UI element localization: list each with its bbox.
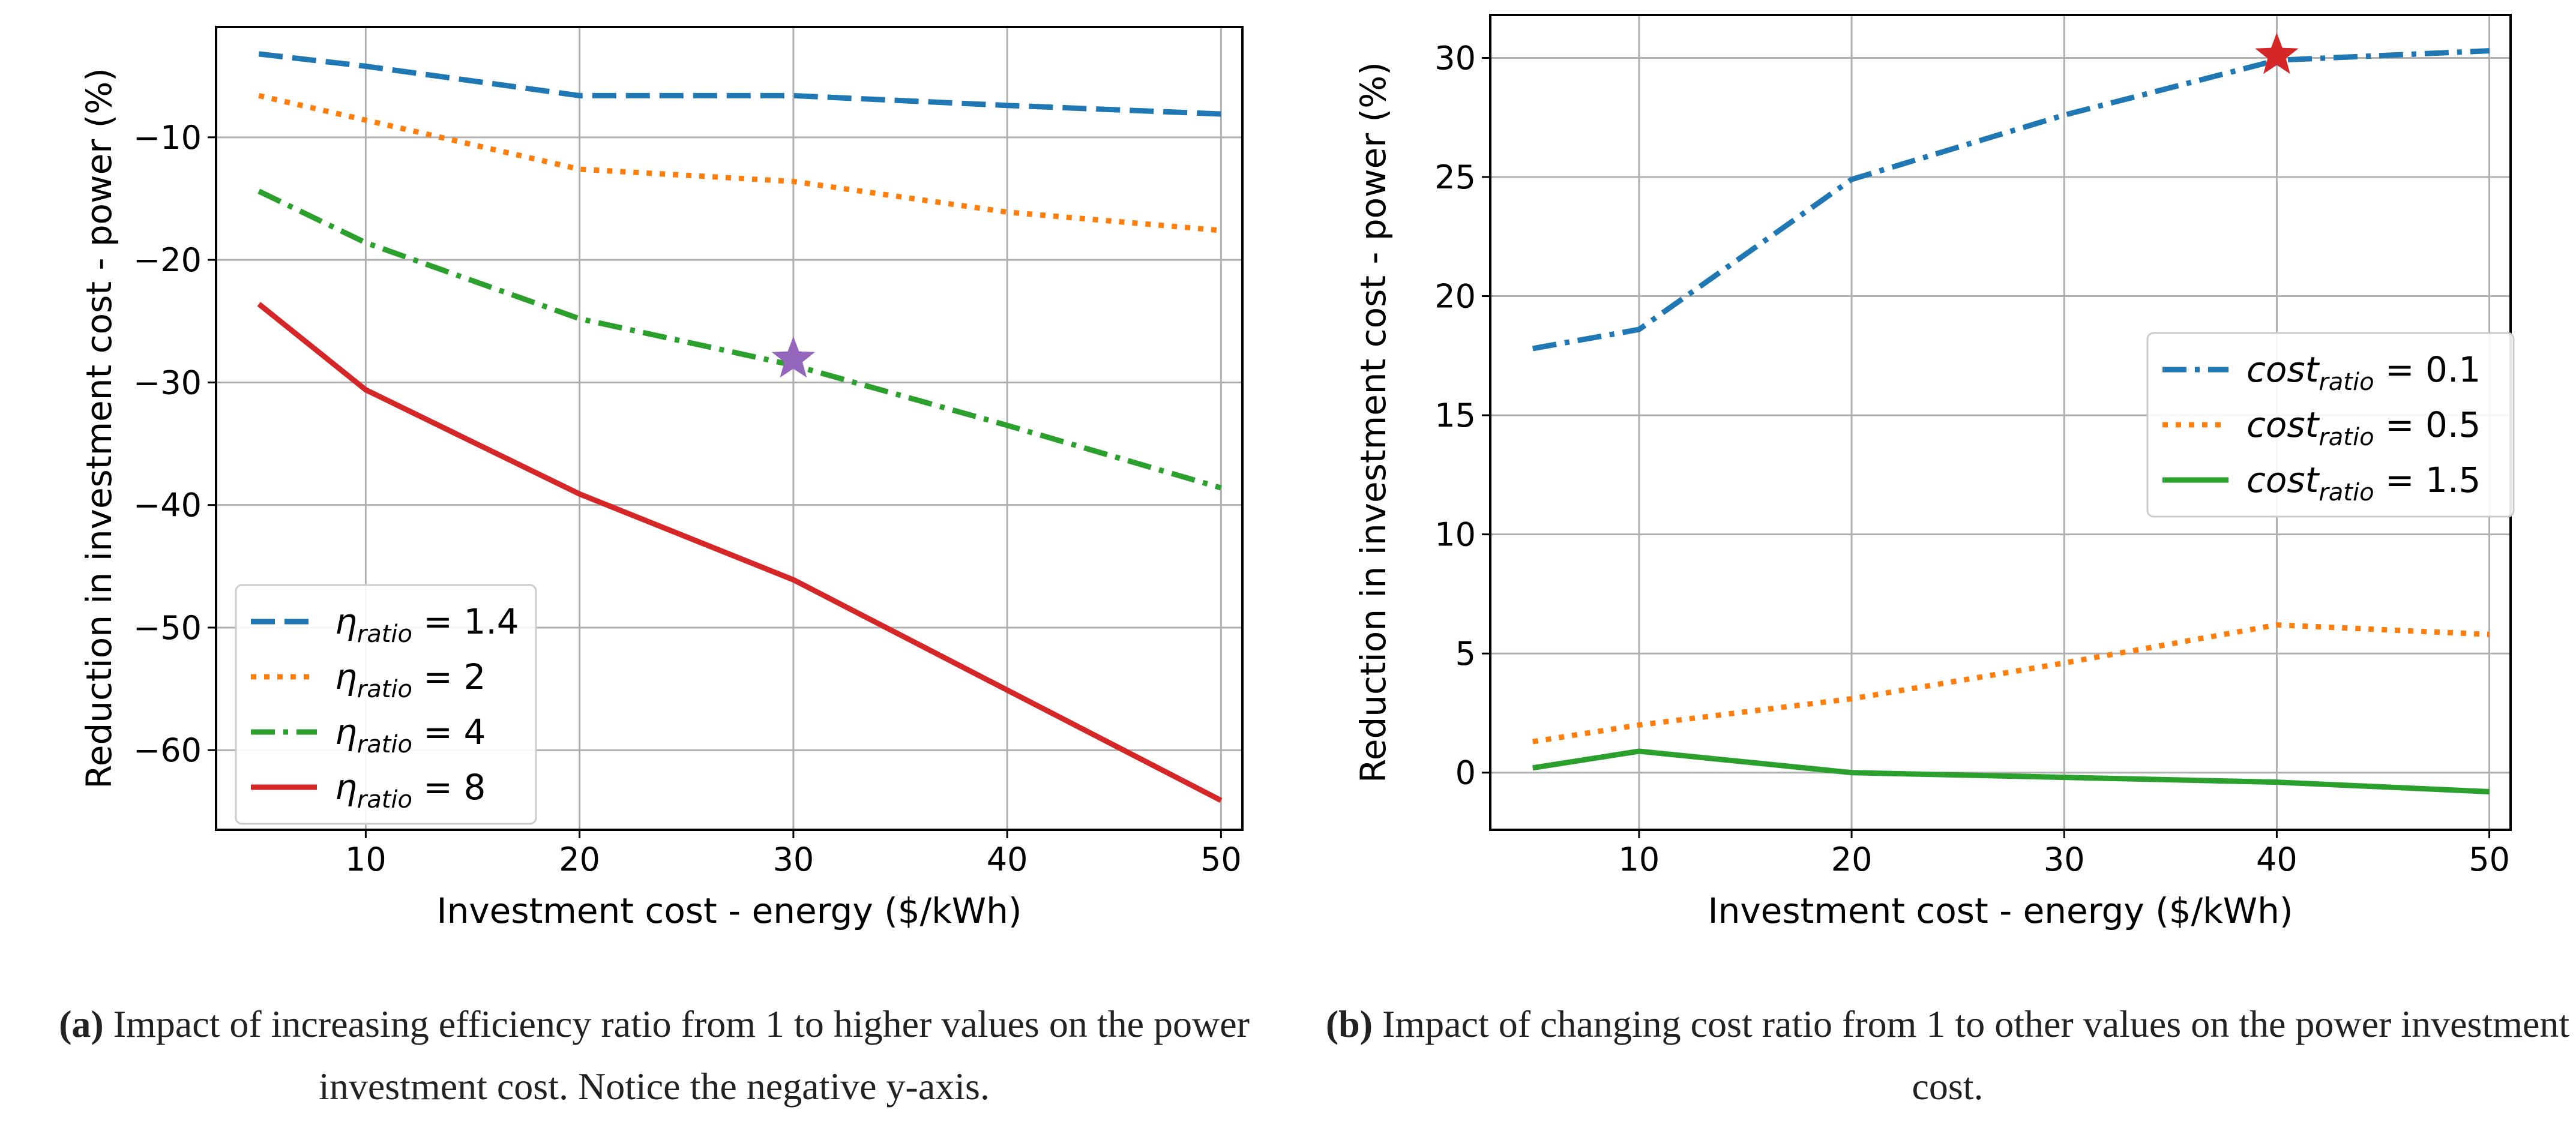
legend-symbol: η (335, 656, 357, 697)
y-tick-label: −50 (133, 609, 202, 647)
legend-value: = 4 (412, 712, 486, 752)
caption-b: (b) Impact of changing cost ratio from 1… (1320, 993, 2575, 1119)
legend-symbol: η (335, 712, 357, 752)
legend-subscript: ratio (357, 620, 412, 648)
star-marker (2255, 32, 2299, 74)
series-line-0.1 (1532, 48, 2490, 352)
legend-symbol: cost (2246, 349, 2320, 390)
series-line-1.5 (1532, 748, 2490, 794)
x-tick-label: 20 (559, 841, 600, 878)
caption-a-text: Impact of increasing efficiency ratio fr… (103, 1003, 1250, 1108)
legend-label-1.5: costratio = 1.5 (2246, 460, 2481, 506)
x-axis-label: Investment cost - energy ($/kWh) (1708, 890, 2293, 931)
y-axis-label: Reduction in investment cost - power (%) (1353, 62, 1394, 783)
legend-box (235, 584, 537, 825)
legend-value: = 1.4 (412, 601, 519, 642)
y-tick-label: −20 (133, 241, 202, 279)
axes-frame (215, 26, 1244, 831)
legend-value: = 2 (412, 656, 486, 697)
star-marker (771, 336, 815, 378)
legend-symbol: cost (2246, 460, 2320, 500)
caption-b-label: (b) (1325, 1003, 1373, 1045)
y-tick-label: −10 (133, 119, 202, 157)
caption-a-label: (a) (59, 1003, 104, 1045)
legend-subscript: ratio (357, 676, 412, 703)
legend-subscript: ratio (2319, 479, 2374, 506)
y-tick-label: −40 (133, 487, 202, 524)
y-axis-label: Reduction in investment cost - power (%) (79, 68, 119, 789)
legend-label-0.5: costratio = 0.5 (2246, 404, 2481, 451)
y-tick-label: 10 (1434, 516, 1476, 554)
legend-label-1.4: ηratio = 1.4 (335, 601, 519, 648)
x-tick-label: 50 (2469, 841, 2510, 878)
y-tick-label: 30 (1434, 39, 1476, 77)
legend-symbol: cost (2246, 404, 2320, 445)
x-tick-label: 40 (987, 841, 1028, 878)
legend-value: = 8 (412, 767, 486, 808)
x-axis-label: Investment cost - energy ($/kWh) (436, 890, 1022, 931)
legend-label-2: ηratio = 2 (335, 656, 486, 703)
chart-a: 10 20 30 40 50 −60 −50 −40 −30 −20 −10 Investment c… (79, 26, 1244, 931)
y-tick-label: −30 (133, 364, 202, 401)
x-tick-label: 10 (345, 841, 387, 878)
series-line-8 (257, 302, 1223, 803)
legend-label-4: ηratio = 4 (335, 712, 486, 758)
legend-value: = 0.1 (2374, 349, 2481, 390)
legend-label-8: ηratio = 8 (335, 767, 486, 814)
legend-subscript: ratio (2319, 368, 2374, 396)
y-tick-label: 25 (1434, 158, 1476, 196)
legend-subscript: ratio (357, 731, 412, 758)
y-tick-label: 15 (1434, 397, 1476, 434)
series-line-4 (257, 188, 1222, 491)
legend-subscript: ratio (357, 786, 412, 814)
legend-box (2146, 332, 2515, 518)
legend-symbol: η (335, 601, 357, 642)
series-line-2 (258, 93, 1221, 233)
y-tick-label: −60 (133, 731, 202, 769)
legend-subscript: ratio (2319, 424, 2374, 451)
y-tick-label: 0 (1455, 754, 1476, 792)
x-tick-label: 50 (1200, 841, 1242, 878)
x-tick-label: 10 (1619, 841, 1660, 878)
x-tick-label: 20 (1831, 841, 1873, 878)
legend-value: = 0.5 (2374, 404, 2481, 445)
caption-a: (a) Impact of increasing efficiency rati… (6, 993, 1302, 1119)
series-line-1.4 (258, 51, 1221, 117)
y-tick-label: 5 (1455, 635, 1476, 673)
caption-b-text: Impact of changing cost ratio from 1 to … (1373, 1003, 2570, 1108)
series-line-0.5 (1532, 622, 2490, 745)
legend-label-0.1: costratio = 0.1 (2246, 349, 2481, 396)
legend-symbol: η (335, 767, 357, 808)
legend-value: = 1.5 (2374, 460, 2481, 500)
x-tick-label: 30 (2044, 841, 2085, 878)
x-tick-label: 40 (2256, 841, 2298, 878)
y-tick-label: 20 (1434, 278, 1476, 316)
chart-b: 10 20 30 40 50 0 5 10 15 20 25 30 Investment cost - … (1353, 14, 2515, 931)
x-tick-label: 30 (773, 841, 814, 878)
